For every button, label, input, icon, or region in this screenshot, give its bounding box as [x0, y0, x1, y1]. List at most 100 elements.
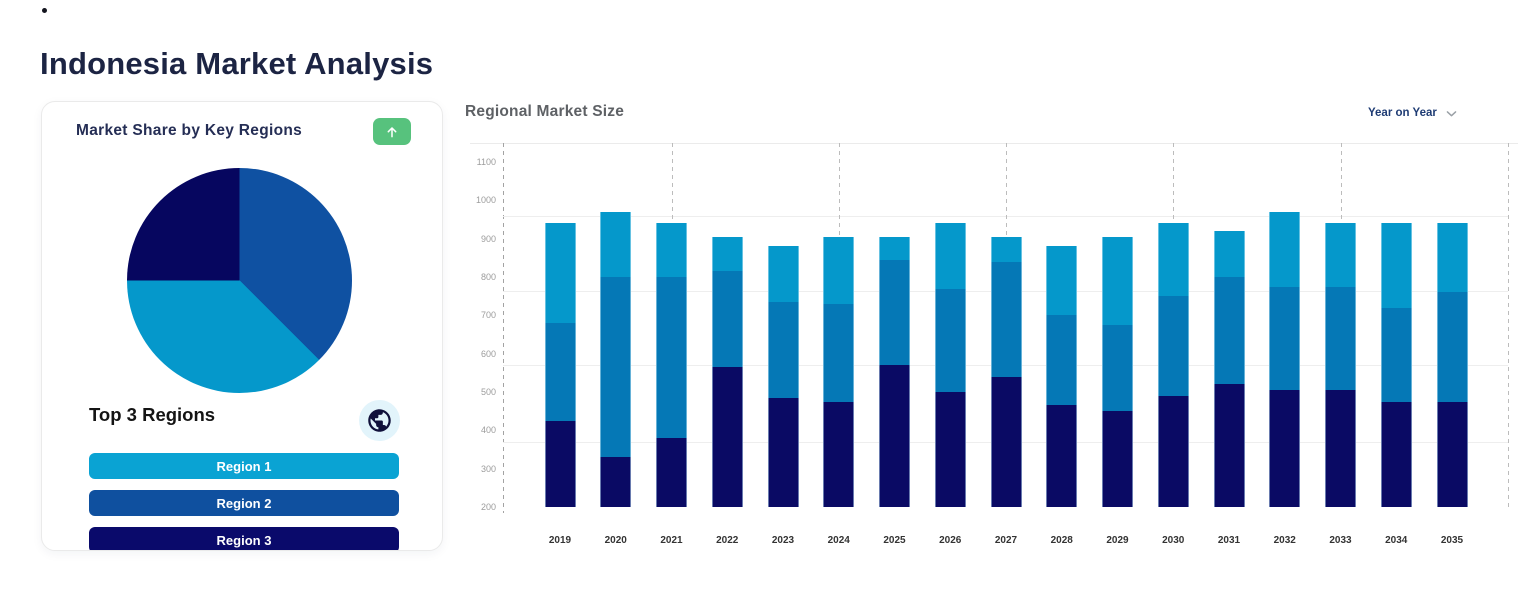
x-axis-label: 2035: [1440, 535, 1464, 546]
bar-segment[interactable]: [1325, 390, 1356, 507]
x-axis-label: 2020: [604, 535, 627, 546]
bar-chart-title: Regional Market Size: [465, 103, 625, 120]
bar-segment[interactable]: [823, 236, 855, 304]
bar-segment[interactable]: [1325, 223, 1356, 287]
bar-segment[interactable]: [656, 277, 687, 439]
y-axis-label: 700: [480, 310, 496, 321]
top-regions-title: Top 3 Regions: [89, 404, 216, 425]
y-axis-label: 900: [480, 233, 496, 244]
bar-segment[interactable]: [544, 420, 576, 507]
market-share-pie-chart[interactable]: [127, 168, 352, 393]
bar-segment[interactable]: [1046, 246, 1078, 316]
bar-segment[interactable]: [1269, 286, 1301, 391]
bar-segment[interactable]: [990, 376, 1022, 507]
region-button-3[interactable]: Region 3: [89, 527, 399, 550]
y-axis-label: 400: [480, 425, 496, 436]
bar-segment[interactable]: [1436, 223, 1468, 293]
region-button-1[interactable]: Region 1: [89, 453, 399, 479]
bar-segment[interactable]: [767, 397, 799, 507]
x-axis-label: 2029: [1106, 535, 1129, 546]
period-dropdown[interactable]: Year on Year: [1368, 103, 1459, 123]
bar-segment[interactable]: [1436, 292, 1468, 402]
x-axis-label: 2026: [939, 535, 962, 546]
x-axis-label: 2033: [1329, 535, 1352, 546]
bar-segment[interactable]: [1046, 315, 1078, 406]
y-axis-label: 1000: [475, 195, 496, 206]
region-button-2[interactable]: Region 2: [89, 490, 399, 516]
market-share-card: Market Share by Key Regions Top 3 Region…: [41, 101, 443, 551]
bar-segment[interactable]: [1380, 401, 1412, 507]
bar-segment[interactable]: [1102, 325, 1133, 412]
x-axis-label: 2019: [548, 535, 572, 546]
bar-segment[interactable]: [1380, 307, 1412, 402]
x-axis-label: 2022: [716, 535, 739, 546]
plot-top-border: [470, 143, 1518, 144]
bar-segment[interactable]: [1157, 296, 1189, 396]
bar-segment[interactable]: [711, 367, 743, 507]
dashed-guide: [1507, 143, 1509, 507]
page-title: Indonesia Market Analysis: [40, 46, 434, 81]
globe-icon: [366, 407, 393, 434]
bar-segment[interactable]: [1380, 223, 1412, 308]
bar-segment[interactable]: [879, 236, 910, 260]
x-axis-label: 2021: [660, 535, 683, 546]
bar-segment[interactable]: [934, 288, 966, 393]
bar-segment[interactable]: [1157, 223, 1189, 297]
bar-segment[interactable]: [544, 323, 576, 421]
bar-segment[interactable]: [1436, 401, 1468, 507]
bar-segment[interactable]: [879, 259, 910, 366]
bar-segment[interactable]: [1157, 395, 1189, 507]
bar-segment[interactable]: [1269, 211, 1301, 287]
bar-segment[interactable]: [767, 302, 799, 398]
bar-segment[interactable]: [990, 261, 1022, 377]
x-axis-label: 2030: [1162, 535, 1185, 546]
bar-segment[interactable]: [711, 271, 743, 368]
card-title: Market Share by Key Regions: [76, 122, 303, 139]
x-axis-label: 2027: [994, 535, 1018, 546]
bar-segment[interactable]: [600, 277, 632, 458]
x-axis-label: 2032: [1273, 535, 1296, 546]
expand-button[interactable]: [373, 118, 411, 145]
bar-segment[interactable]: [879, 365, 910, 507]
x-axis-label: 2031: [1217, 535, 1241, 546]
bar-segment[interactable]: [600, 211, 632, 278]
bar-segment[interactable]: [1102, 236, 1133, 325]
bar-segment[interactable]: [767, 246, 799, 302]
y-axis-label: 800: [480, 272, 496, 283]
y-axis-label: 300: [480, 463, 496, 474]
bar-segment[interactable]: [1046, 405, 1078, 507]
y-axis-label: 500: [480, 387, 496, 398]
x-axis-label: 2025: [883, 535, 906, 546]
bar-segment[interactable]: [990, 236, 1022, 262]
bar-segment[interactable]: [1102, 411, 1133, 507]
globe-button[interactable]: [359, 400, 400, 441]
y-axis-label: 200: [480, 502, 496, 512]
bar-segment[interactable]: [1213, 277, 1245, 385]
bar-segment[interactable]: [1213, 384, 1245, 507]
bar-segment[interactable]: [1269, 390, 1301, 507]
bar-segment[interactable]: [600, 457, 632, 507]
bar-segment[interactable]: [823, 303, 855, 402]
bar-segment[interactable]: [1213, 231, 1245, 278]
chevron-down-icon: [1444, 106, 1459, 121]
bar-segment[interactable]: [823, 401, 855, 507]
bar-segment[interactable]: [1325, 286, 1356, 391]
bar-segment[interactable]: [656, 223, 687, 278]
x-axis-label: 2028: [1050, 535, 1073, 546]
y-axis-dashed-line: [503, 143, 504, 513]
bar-segment[interactable]: [711, 236, 743, 272]
region-button-list: Region 1 Region 2 Region 3: [89, 453, 399, 550]
x-axis-label: 2024: [827, 535, 850, 546]
y-axis-label: 1100: [476, 157, 496, 168]
period-dropdown-label: Year on Year: [1368, 107, 1437, 119]
bar-segment[interactable]: [544, 223, 576, 324]
bar-chart-plot: 1100 1000 900 800 700 600 500 400 300 200 2019 2020…: [476, 143, 1509, 546]
bar-segment[interactable]: [656, 438, 687, 507]
bar-segment[interactable]: [934, 223, 966, 289]
arrow-up-icon: [384, 124, 400, 140]
bar-segment[interactable]: [934, 392, 966, 507]
x-axis-label: 2023: [771, 535, 795, 546]
y-axis-label: 600: [480, 348, 496, 359]
stray-dot: [42, 8, 47, 13]
h-gridline: [503, 215, 1508, 217]
